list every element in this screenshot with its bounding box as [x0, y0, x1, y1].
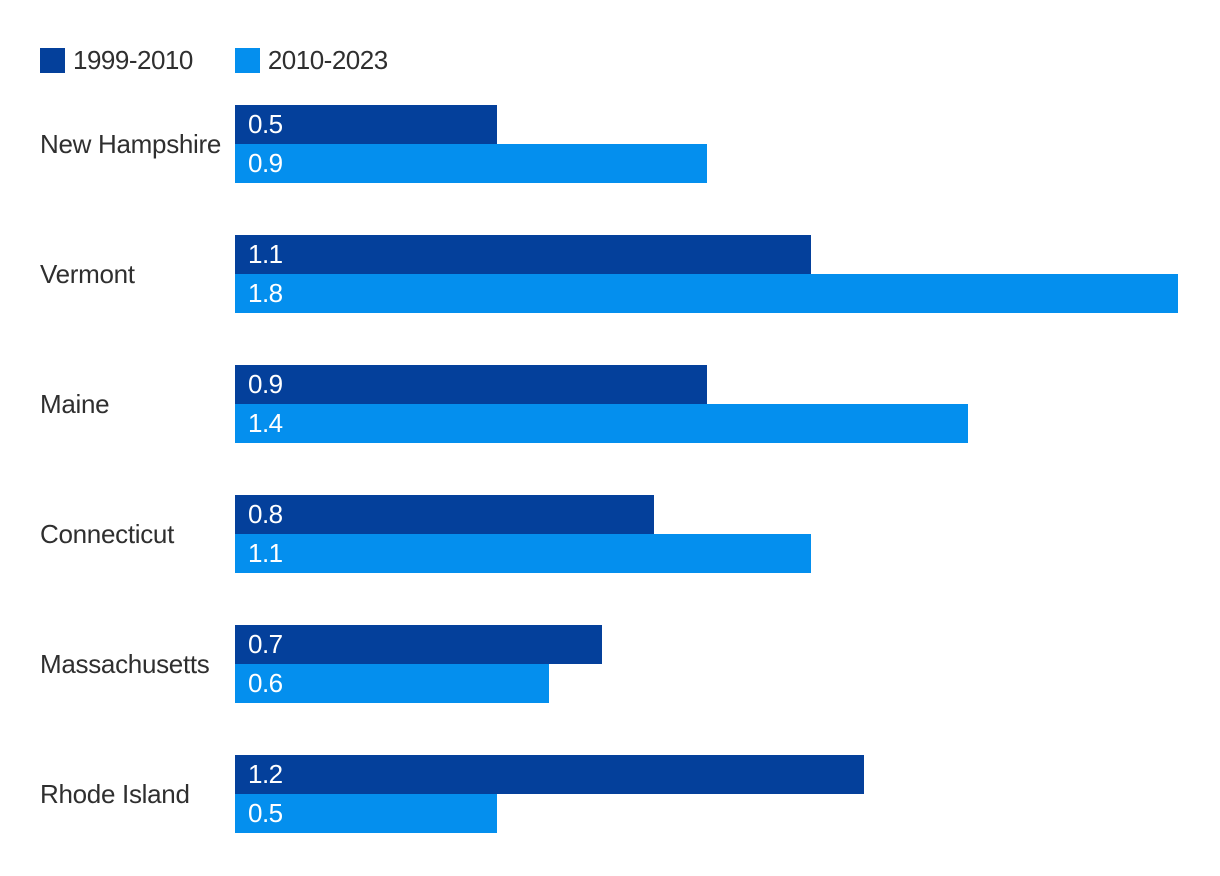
bar-value-label: 0.5 — [248, 109, 283, 139]
bar-1999-2010: 0.8 — [235, 495, 654, 534]
bar-1999-2010: 0.5 — [235, 105, 497, 144]
bar-value-label: 0.6 — [248, 668, 283, 698]
chart-row-rhode-island: Rhode Island 1.2 0.5 — [40, 755, 1220, 833]
bar-value-label: 1.2 — [248, 759, 283, 789]
category-label: Connecticut — [40, 518, 174, 549]
bar-group: 0.7 0.6 — [235, 625, 602, 703]
category-label: Massachusetts — [40, 648, 210, 679]
bar-group: 1.1 1.8 — [235, 235, 1178, 313]
chart-row-vermont: Vermont 1.1 1.8 — [40, 235, 1220, 313]
chart-row-massachusetts: Massachusetts 0.7 0.6 — [40, 625, 1220, 703]
category-label: Vermont — [40, 258, 135, 289]
bar-value-label: 0.9 — [248, 148, 283, 178]
bar-2010-2023: 1.8 — [235, 274, 1178, 313]
category-label: New Hampshire — [40, 128, 222, 159]
bar-2010-2023: 1.1 — [235, 534, 811, 573]
chart-row-connecticut: Connecticut 0.8 1.1 — [40, 495, 1220, 573]
bar-group: 1.2 0.5 — [235, 755, 864, 833]
bar-value-label: 1.4 — [248, 408, 283, 438]
chart-rows: New Hampshire 0.5 0.9 Vermont 1.1 1.8 — [40, 105, 1220, 833]
bar-1999-2010: 1.1 — [235, 235, 811, 274]
chart-legend: 1999-2010 2010-2023 — [40, 45, 1220, 76]
bar-1999-2010: 1.2 — [235, 755, 864, 794]
bar-group: 0.8 1.1 — [235, 495, 811, 573]
bar-value-label: 0.8 — [248, 499, 283, 529]
bar-group: 0.5 0.9 — [235, 105, 707, 183]
chart-row-maine: Maine 0.9 1.4 — [40, 365, 1220, 443]
bar-value-label: 0.7 — [248, 629, 283, 659]
legend-label-2010-2023: 2010-2023 — [267, 45, 388, 75]
bar-value-label: 0.9 — [248, 369, 283, 399]
category-label: Maine — [40, 388, 110, 419]
bar-2010-2023: 0.9 — [235, 144, 707, 183]
bar-value-label: 0.5 — [248, 798, 283, 828]
legend-item-2010-2023: 2010-2023 — [234, 45, 388, 76]
legend-swatch-2010-2023 — [234, 48, 260, 73]
bar-2010-2023: 0.5 — [235, 794, 497, 833]
bar-1999-2010: 0.7 — [235, 625, 602, 664]
bar-group: 0.9 1.4 — [235, 365, 968, 443]
bar-value-label: 1.8 — [248, 278, 283, 308]
legend-swatch-1999-2010 — [40, 48, 65, 73]
bar-value-label: 1.1 — [248, 239, 283, 269]
legend-item-1999-2010: 1999-2010 — [40, 45, 193, 76]
chart-row-new-hampshire: New Hampshire 0.5 0.9 — [40, 105, 1220, 183]
bar-2010-2023: 0.6 — [235, 664, 549, 703]
category-label: Rhode Island — [40, 778, 190, 809]
bar-2010-2023: 1.4 — [235, 404, 968, 443]
bar-1999-2010: 0.9 — [235, 365, 707, 404]
bar-value-label: 1.1 — [248, 538, 283, 568]
legend-label-1999-2010: 1999-2010 — [73, 45, 193, 75]
